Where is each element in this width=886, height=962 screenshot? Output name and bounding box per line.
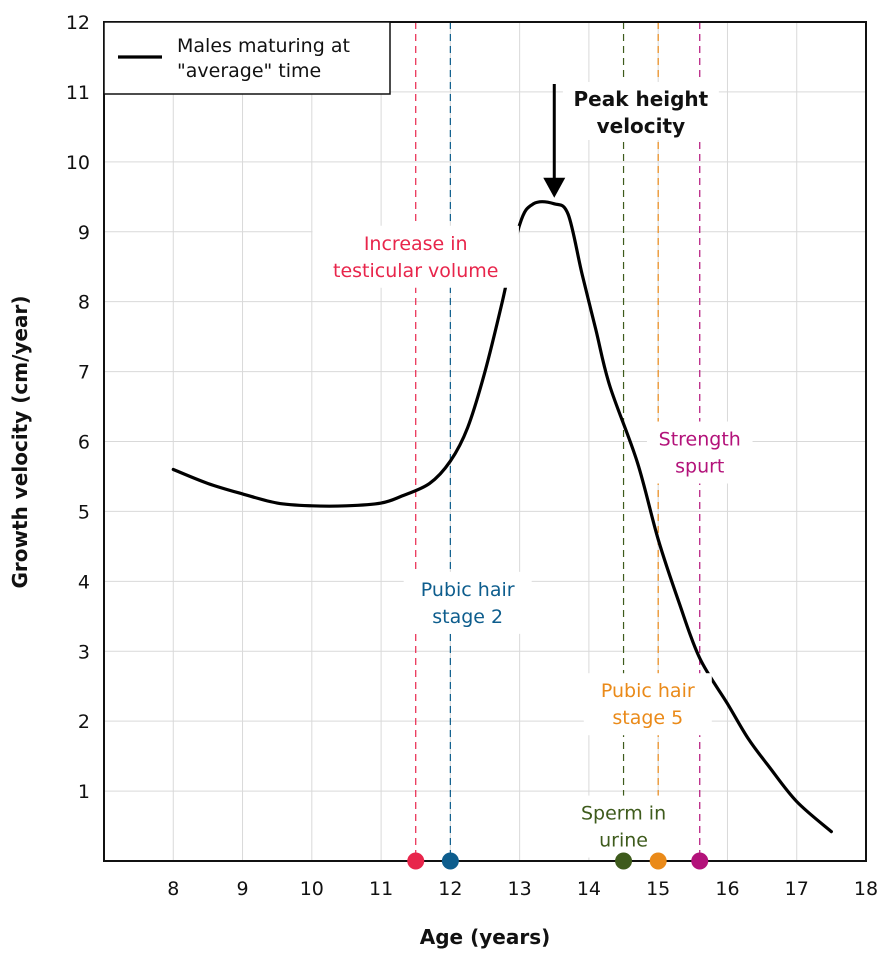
- x-axis-ticks: 8 9 10 11 12 13 14 15 16 17 18: [167, 878, 878, 900]
- peak-arrow-head: [543, 177, 566, 198]
- milestone-dot: [615, 852, 633, 870]
- milestone-dot: [649, 852, 667, 870]
- milestone-labels: Increase in testicular volume Pubic hair st…: [312, 225, 753, 858]
- x-tick-label: 14: [577, 878, 601, 900]
- y-tick-label: 11: [66, 82, 90, 104]
- x-tick-label: 11: [369, 878, 393, 900]
- milestone-label-bg: [312, 225, 519, 288]
- milestone-label: spurt: [675, 456, 724, 478]
- x-tick-label: 16: [715, 878, 739, 900]
- y-tick-label: 1: [78, 781, 90, 803]
- milestone-label-bg: [646, 421, 753, 484]
- milestone-label: Strength: [659, 429, 741, 451]
- y-axis-title: Growth velocity (cm/year): [8, 296, 32, 589]
- milestone-label: Sperm in: [581, 803, 666, 825]
- x-tick-label: 8: [167, 878, 179, 900]
- peak-label-bg: [562, 82, 719, 140]
- y-tick-label: 8: [78, 292, 90, 314]
- y-tick-label: 5: [78, 501, 90, 523]
- series-layer: [171, 200, 833, 834]
- milestone-label: Increase in: [364, 233, 468, 255]
- x-tick-label: 12: [438, 878, 462, 900]
- x-tick-label: 9: [236, 878, 248, 900]
- milestone-label: stage 5: [612, 707, 683, 729]
- y-tick-label: 7: [78, 362, 90, 384]
- series-line: [171, 200, 833, 834]
- x-tick-label: 18: [854, 878, 878, 900]
- milestone-label-bg: [583, 673, 712, 736]
- milestone-label-bg: [570, 795, 677, 858]
- milestone-label: Pubic hair: [421, 579, 515, 601]
- milestone-dot: [441, 852, 459, 870]
- x-tick-label: 15: [646, 878, 670, 900]
- plot-frame: [103, 21, 867, 862]
- peak-label: velocity: [597, 114, 686, 138]
- y-tick-label: 3: [78, 641, 90, 663]
- milestone-label: testicular volume: [333, 260, 498, 282]
- legend: Males maturing at "average" time: [103, 21, 391, 95]
- legend-label: Males maturing at: [177, 35, 350, 57]
- y-tick-label: 6: [78, 432, 90, 454]
- y-tick-label: 12: [66, 12, 90, 34]
- x-tick-label: 17: [785, 878, 809, 900]
- peak-annotation: Peak height velocity: [543, 82, 719, 198]
- y-tick-label: 10: [66, 152, 90, 174]
- milestone-label-bg: [403, 571, 532, 634]
- milestone-dots: [407, 852, 709, 870]
- peak-label: Peak height: [573, 87, 708, 111]
- x-axis-title: Age (years): [420, 925, 550, 949]
- y-tick-label: 9: [78, 222, 90, 244]
- x-tick-label: 10: [300, 878, 324, 900]
- milestone-dot: [691, 852, 709, 870]
- milestone-dot: [407, 852, 425, 870]
- milestone-label: Pubic hair: [601, 680, 695, 702]
- y-tick-label: 4: [78, 571, 90, 593]
- milestone-label: stage 2: [432, 606, 503, 628]
- x-tick-label: 13: [508, 878, 532, 900]
- y-tick-label: 2: [78, 711, 90, 733]
- legend-label: "average" time: [177, 60, 321, 82]
- milestone-label: urine: [599, 830, 648, 852]
